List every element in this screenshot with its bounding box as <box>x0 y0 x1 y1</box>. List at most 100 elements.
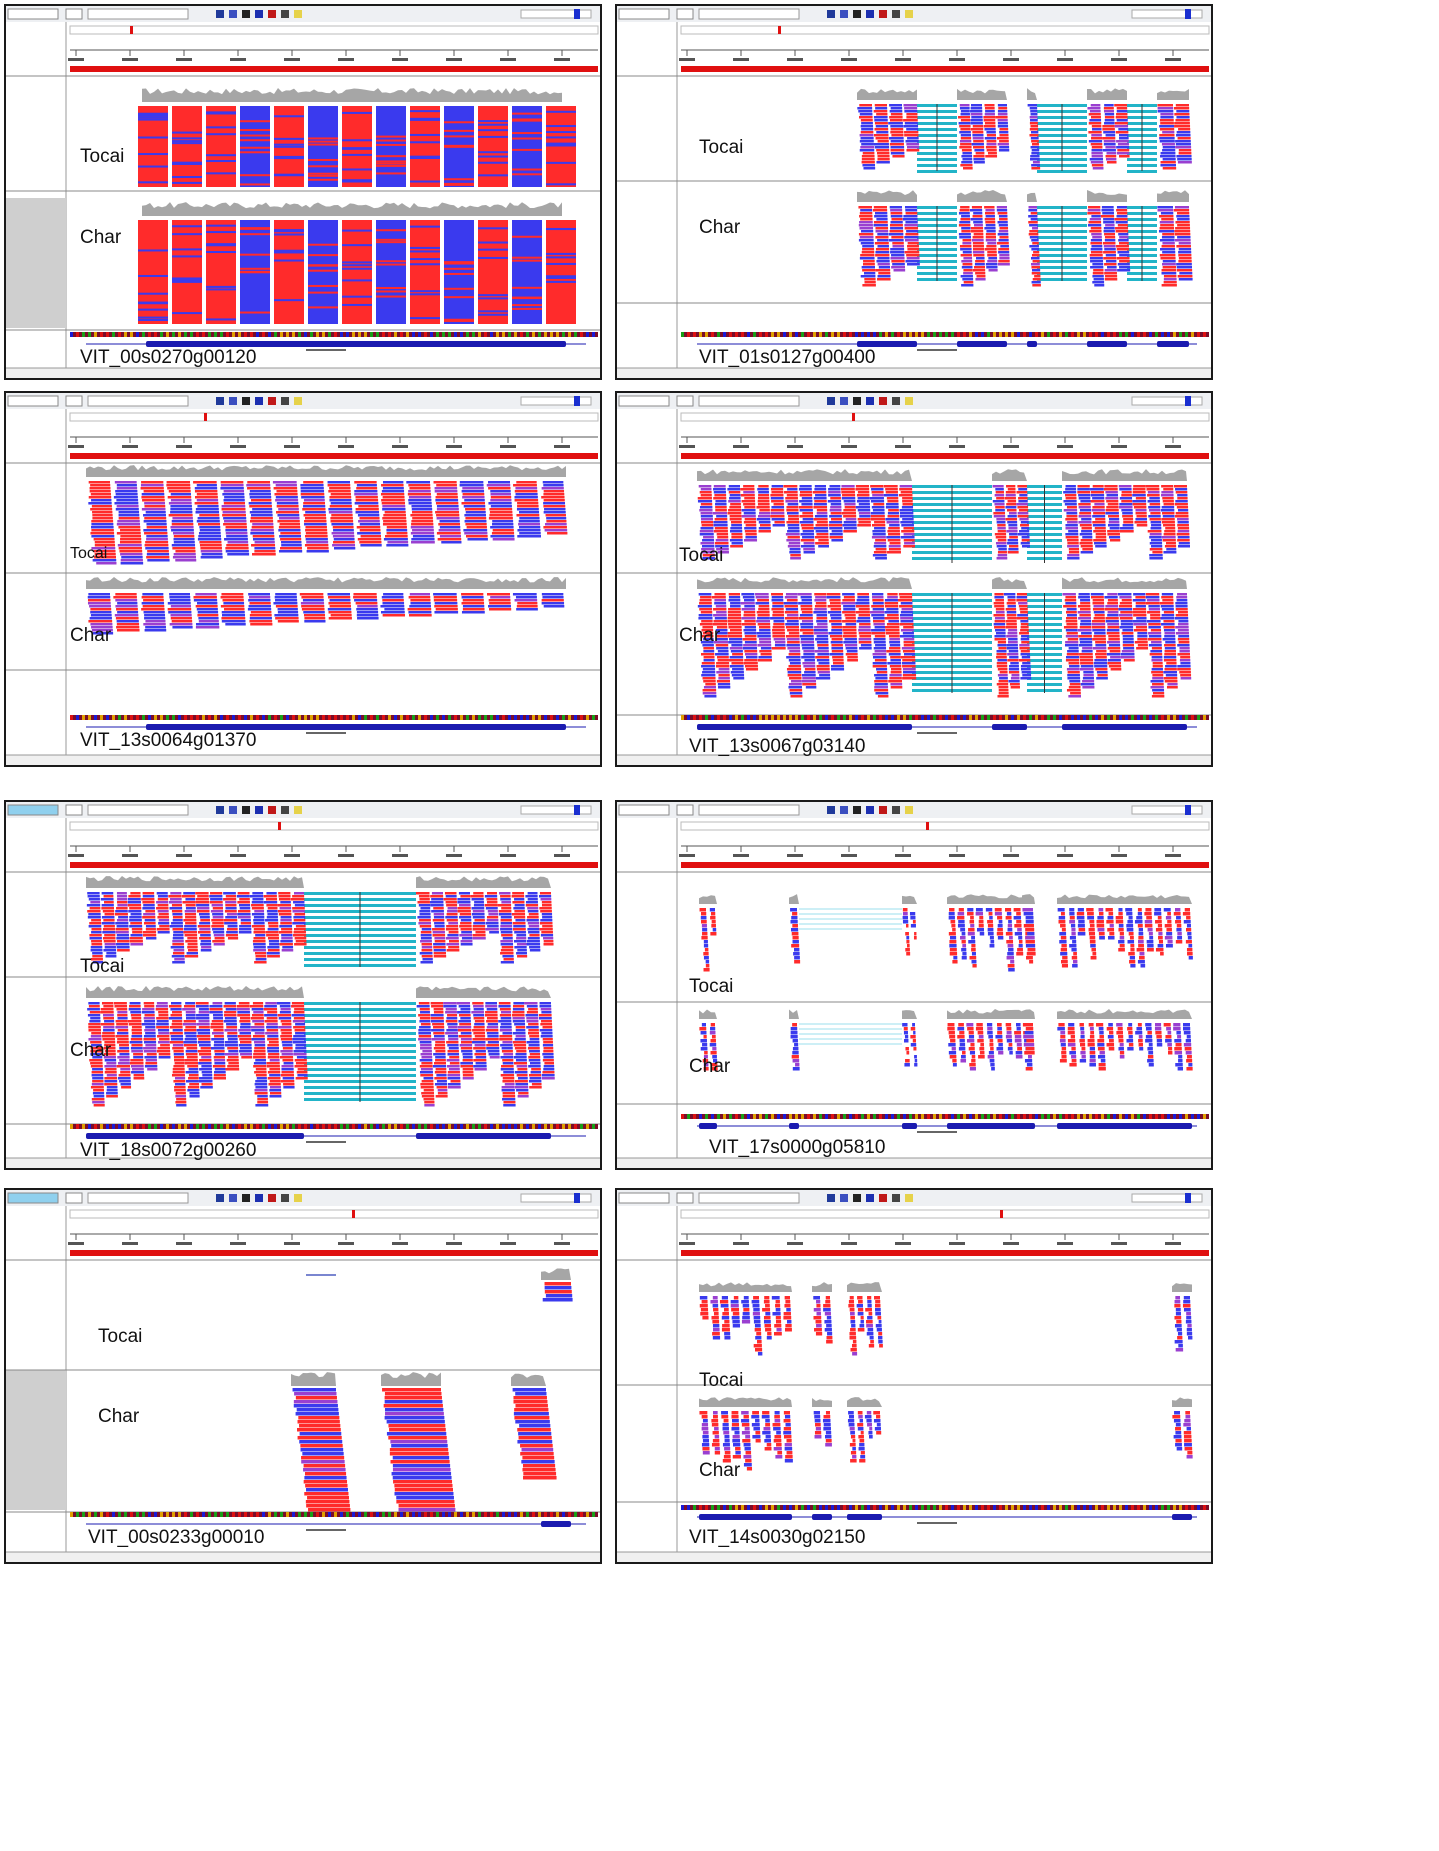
read <box>830 506 842 509</box>
read <box>448 1068 460 1071</box>
base-cell <box>1185 332 1188 337</box>
read <box>431 892 443 895</box>
read <box>785 593 798 596</box>
read <box>430 1017 444 1020</box>
read <box>785 533 800 536</box>
read <box>789 689 803 692</box>
read <box>801 620 814 623</box>
base-cell <box>502 1124 505 1129</box>
read <box>514 490 538 493</box>
read-stripe <box>240 129 270 132</box>
read <box>997 122 1008 125</box>
base-cell <box>1023 715 1026 720</box>
read <box>187 949 198 952</box>
read <box>1119 155 1130 158</box>
read <box>117 895 128 898</box>
read <box>784 605 798 608</box>
read <box>143 599 164 602</box>
base-cell <box>945 715 948 720</box>
read <box>333 538 355 541</box>
read <box>986 143 997 146</box>
read <box>275 593 297 596</box>
base-cell <box>88 715 91 720</box>
read <box>300 484 324 487</box>
read <box>460 1065 474 1068</box>
toolbar-icon <box>866 397 874 405</box>
base-cell <box>1113 332 1116 337</box>
read <box>250 623 273 626</box>
read-stripe <box>172 176 202 179</box>
read <box>237 901 250 904</box>
gene-id-label: VIT_00s0270g00120 <box>80 347 257 368</box>
read <box>828 632 843 635</box>
read <box>732 653 743 656</box>
read-stripe <box>546 110 576 113</box>
read <box>1177 629 1189 632</box>
read <box>130 913 142 916</box>
read <box>118 511 140 514</box>
read <box>757 623 771 626</box>
chromosome-dropdown <box>65 395 83 407</box>
read <box>251 907 264 910</box>
read <box>1149 503 1161 506</box>
read <box>128 1023 142 1026</box>
read <box>699 530 714 533</box>
read <box>541 1032 553 1035</box>
read <box>267 1050 280 1053</box>
read <box>997 143 1009 146</box>
read <box>1104 119 1115 122</box>
read <box>899 605 913 608</box>
read <box>994 503 1005 506</box>
read <box>223 517 247 520</box>
read <box>875 236 889 239</box>
read <box>184 913 197 916</box>
read <box>502 1062 514 1065</box>
read <box>829 635 843 638</box>
read <box>115 931 129 934</box>
read <box>996 656 1007 659</box>
read <box>1030 158 1040 161</box>
read <box>279 943 293 946</box>
read <box>1066 512 1078 515</box>
base-cell <box>831 332 834 337</box>
read <box>88 913 101 916</box>
read-stripe <box>172 255 202 258</box>
read <box>994 638 1006 641</box>
read <box>1175 227 1191 230</box>
read <box>512 1011 525 1014</box>
read <box>830 512 842 515</box>
read <box>742 647 758 650</box>
read <box>963 257 973 260</box>
read <box>431 910 444 913</box>
base-cell <box>340 332 343 337</box>
read <box>961 215 970 218</box>
read <box>196 520 220 523</box>
read <box>295 925 306 928</box>
read <box>889 230 904 233</box>
read <box>1080 545 1093 548</box>
read <box>1094 665 1108 668</box>
read <box>1120 653 1135 656</box>
read <box>512 922 526 925</box>
read <box>1152 677 1164 680</box>
read <box>716 635 728 638</box>
read <box>986 131 996 134</box>
read <box>714 542 729 545</box>
base-cell <box>921 715 924 720</box>
read <box>998 215 1008 218</box>
read <box>227 1035 238 1038</box>
read <box>877 140 889 143</box>
base-cell <box>208 1124 211 1129</box>
read-stripe <box>274 259 304 262</box>
read <box>804 668 816 671</box>
read <box>799 494 813 497</box>
read <box>540 898 552 901</box>
read-stripe <box>512 304 542 307</box>
read <box>1135 605 1146 608</box>
read <box>983 116 996 119</box>
read <box>513 925 526 928</box>
read <box>815 542 829 545</box>
read <box>489 931 499 934</box>
read <box>157 1035 170 1038</box>
read <box>472 1041 486 1044</box>
